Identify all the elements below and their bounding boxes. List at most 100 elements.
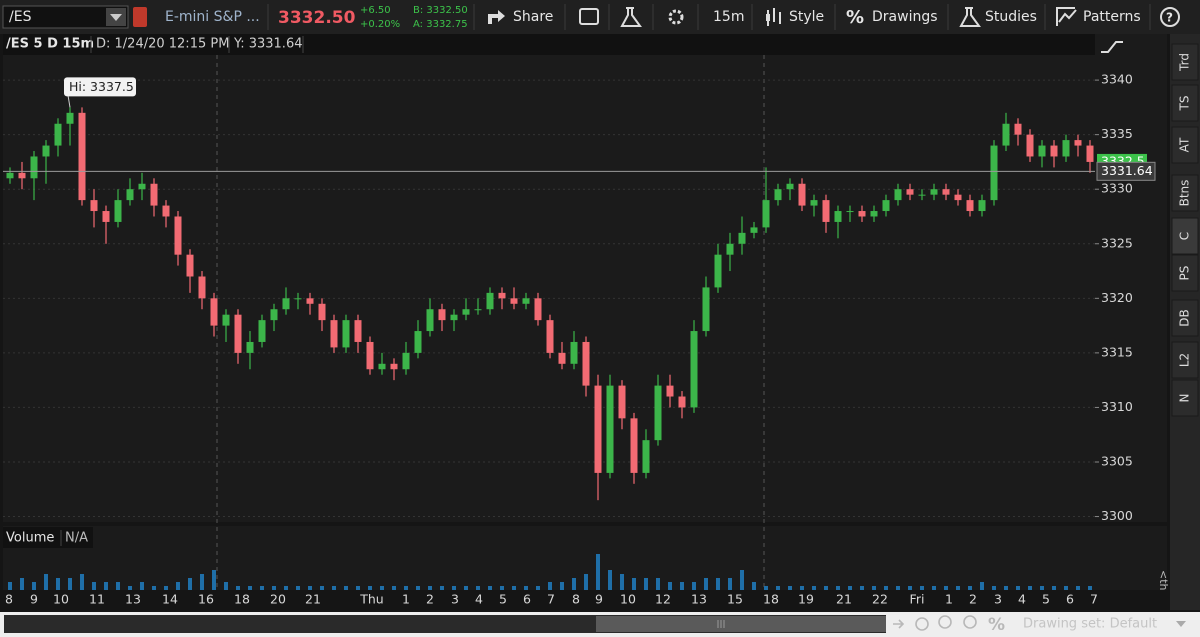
sidebar-tab-label: N: [1178, 394, 1192, 403]
volume-bar: [980, 582, 984, 590]
candle-body: [918, 194, 926, 196]
volume-bar: [608, 570, 612, 590]
volume-bar: [572, 578, 576, 590]
volume-bar: [176, 582, 180, 590]
volume-bar: [524, 586, 528, 590]
y-tick-label: 3315: [1101, 344, 1133, 359]
x-tick-label: 1: [945, 592, 953, 607]
last-price: 3332.50: [278, 8, 356, 28]
ask: A: 3332.75: [413, 19, 468, 30]
crosshair-icon[interactable]: [915, 617, 929, 631]
volume-bar: [1088, 586, 1092, 590]
studies-button[interactable]: Studies: [959, 7, 1037, 27]
sidebar-tab[interactable]: [1171, 126, 1199, 164]
volume-bar: [320, 586, 324, 590]
volume-bar: [428, 586, 432, 590]
volume-bar: [284, 586, 288, 590]
sidebar-tab-label: TS: [1178, 96, 1192, 112]
volume-bar: [1064, 586, 1068, 590]
drawing-icon[interactable]: %: [988, 615, 1005, 635]
volume-bar: [236, 586, 240, 590]
volume-bar: [116, 582, 120, 590]
sidebar-tab[interactable]: [1171, 299, 1199, 337]
volume-bar: [44, 574, 48, 590]
x-tick-label: 15: [727, 592, 743, 607]
candle-body: [150, 183, 158, 206]
volume-bar: [188, 578, 192, 590]
sidebar-tab[interactable]: [1171, 379, 1199, 417]
share-button[interactable]: Share: [488, 9, 553, 25]
x-tick-label: 8: [5, 592, 13, 607]
volume-bar: [812, 586, 816, 590]
hi-label-box: [64, 77, 136, 97]
sidebar-tab[interactable]: [1171, 84, 1199, 122]
sidebar-tab[interactable]: [1171, 341, 1199, 379]
volume-bar: [200, 574, 204, 590]
settings-icon[interactable]: [668, 9, 684, 25]
volume-bar: [536, 586, 540, 590]
autoscale-icon[interactable]: [1101, 41, 1123, 53]
sidebar-tab[interactable]: [1171, 43, 1199, 81]
candle-body: [834, 211, 842, 222]
candle-body: [78, 112, 86, 201]
drawing-set[interactable]: Drawing set: Default: [1023, 617, 1157, 632]
candle-body: [402, 352, 410, 370]
x-tick-label: 20: [270, 592, 286, 607]
volume-bar: [68, 578, 72, 590]
volume-bar: [824, 586, 828, 590]
y-tick-label: 3310: [1101, 399, 1133, 414]
candle-body: [666, 385, 674, 397]
y-tick-label: 3320: [1101, 290, 1133, 305]
candle-body: [522, 298, 530, 304]
symbol-input[interactable]: [2, 5, 129, 29]
candle-body: [894, 189, 902, 201]
interval-button[interactable]: 15m: [713, 9, 744, 25]
candle-body: [186, 254, 194, 277]
volume-header: [3, 527, 93, 548]
drawings-button[interactable]: % Drawings: [846, 7, 938, 28]
candle-body: [606, 385, 614, 473]
volume-bar: [836, 586, 840, 590]
patterns-button[interactable]: Patterns: [1056, 7, 1141, 26]
volume-bar: [392, 586, 396, 590]
lab-icon[interactable]: [620, 7, 642, 27]
candle-body: [786, 183, 794, 190]
candle-body: [90, 200, 98, 212]
volume-bar: [212, 570, 216, 590]
volume-bar: [1028, 586, 1032, 590]
x-tick-label: 10: [620, 592, 636, 607]
alert-icon[interactable]: [579, 8, 599, 25]
sidebar-tab[interactable]: [1171, 217, 1199, 255]
x-tick-label: 1: [402, 592, 410, 607]
volume-bar: [380, 586, 384, 590]
zoom-in-icon[interactable]: [938, 615, 952, 629]
x-tick-label: 8: [572, 592, 580, 607]
help-icon[interactable]: [1160, 7, 1180, 27]
style-button[interactable]: Style: [766, 8, 824, 26]
candle-body: [126, 189, 134, 201]
volume-bar: [356, 586, 360, 590]
volume-bar: [848, 586, 852, 590]
drawing-set-arrow[interactable]: [1176, 621, 1186, 627]
volume-bar: [872, 586, 876, 590]
patterns-label: Patterns: [1083, 9, 1141, 25]
candle-body: [450, 314, 458, 321]
scroll-right-icon[interactable]: [893, 619, 905, 629]
scroll-thumb[interactable]: [596, 616, 886, 632]
sidebar-tab[interactable]: [1171, 174, 1199, 212]
studies-icon: [959, 7, 981, 27]
candle-body: [678, 396, 686, 408]
candle-body: [870, 211, 878, 217]
candle-body: [270, 309, 278, 321]
volume-bar: [944, 586, 948, 590]
zoom-out-icon[interactable]: [963, 615, 977, 629]
volume-bar: [584, 574, 588, 590]
sidebar-tab[interactable]: [1171, 254, 1199, 292]
x-tick-label: Thu: [359, 592, 383, 607]
link-button[interactable]: [133, 7, 147, 27]
candle-body: [954, 194, 962, 201]
x-tick-label: 14: [162, 592, 178, 607]
drawings-icon: %: [846, 7, 864, 28]
candle-body: [774, 189, 782, 201]
